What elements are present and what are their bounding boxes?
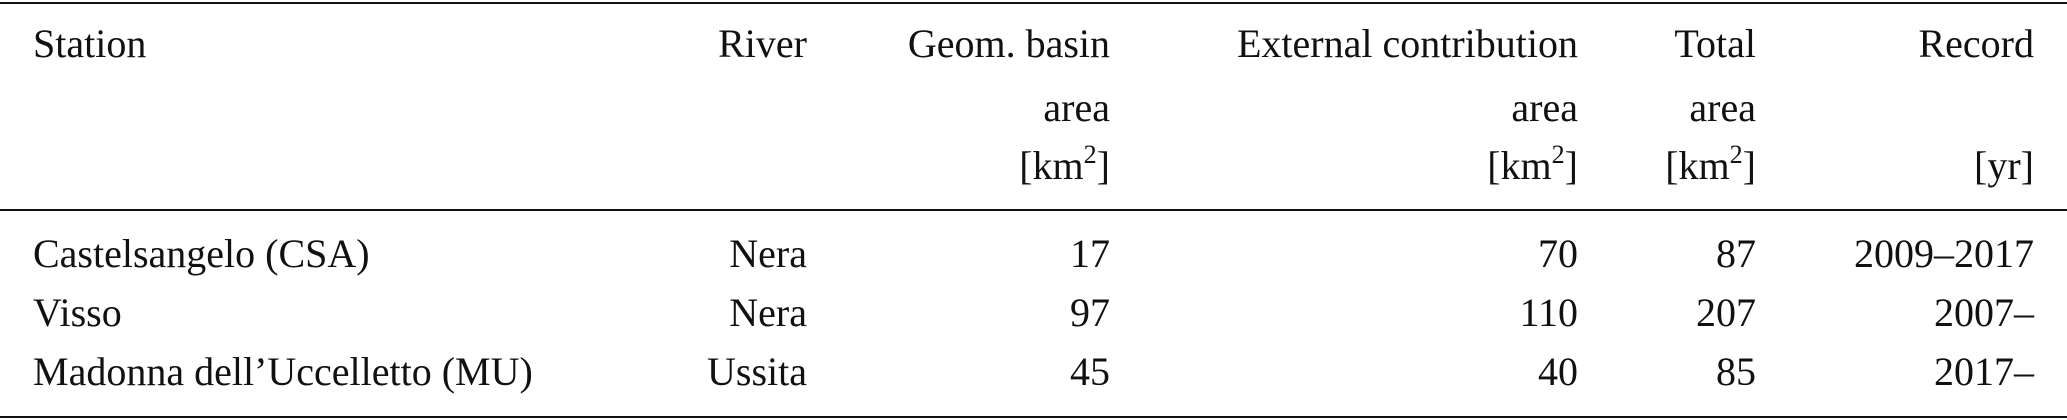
column-header: Total <box>1674 21 1756 66</box>
column-unit: [km2] <box>1665 140 1756 189</box>
table-cell: 2007– <box>1934 290 2034 335</box>
column-header: Station <box>33 21 147 66</box>
column-header: area <box>1511 85 1578 130</box>
column-header: area <box>1689 85 1756 130</box>
column-unit: [km2] <box>1019 140 1110 189</box>
unit-text: km <box>1032 143 1084 188</box>
table-cell: 2017– <box>1934 349 2034 394</box>
header-rule <box>0 209 2067 211</box>
column-unit: [yr] <box>1974 143 2034 188</box>
column-unit: [km2] <box>1487 140 1578 189</box>
table-cell: Ussita <box>707 349 807 394</box>
table-cell: 85 <box>1716 349 1756 394</box>
column-header: Geom. basin <box>907 21 1110 66</box>
table-cell: 110 <box>1519 290 1578 335</box>
table-cell: 2009–2017 <box>1854 231 2034 276</box>
table-cell: 45 <box>1070 349 1110 394</box>
table-cell: Madonna dell’Uccelletto (MU) <box>33 349 533 394</box>
column-header: External contribution <box>1236 21 1578 66</box>
column-header: Record <box>1918 21 2034 66</box>
unit-exponent: 2 <box>1083 140 1097 169</box>
table-cell: Visso <box>33 290 122 335</box>
table-cell: 17 <box>1070 231 1110 276</box>
unit-exponent: 2 <box>1551 140 1565 169</box>
unit-text: km <box>1500 143 1552 188</box>
top-rule <box>0 2 2067 4</box>
table-cell: Nera <box>729 290 807 335</box>
column-header: area <box>1043 85 1110 130</box>
column-header: River <box>718 21 807 66</box>
table-cell: Castelsangelo (CSA) <box>33 231 370 276</box>
table-cell: 97 <box>1070 290 1110 335</box>
table-cell: 70 <box>1538 231 1578 276</box>
bottom-rule <box>0 416 2067 418</box>
table-cell: 87 <box>1716 231 1756 276</box>
unit-text: km <box>1678 143 1730 188</box>
unit-text: yr <box>1987 143 2021 188</box>
table-cell: Nera <box>729 231 807 276</box>
unit-exponent: 2 <box>1729 140 1743 169</box>
table-cell: 207 <box>1696 290 1756 335</box>
table-cell: 40 <box>1538 349 1578 394</box>
